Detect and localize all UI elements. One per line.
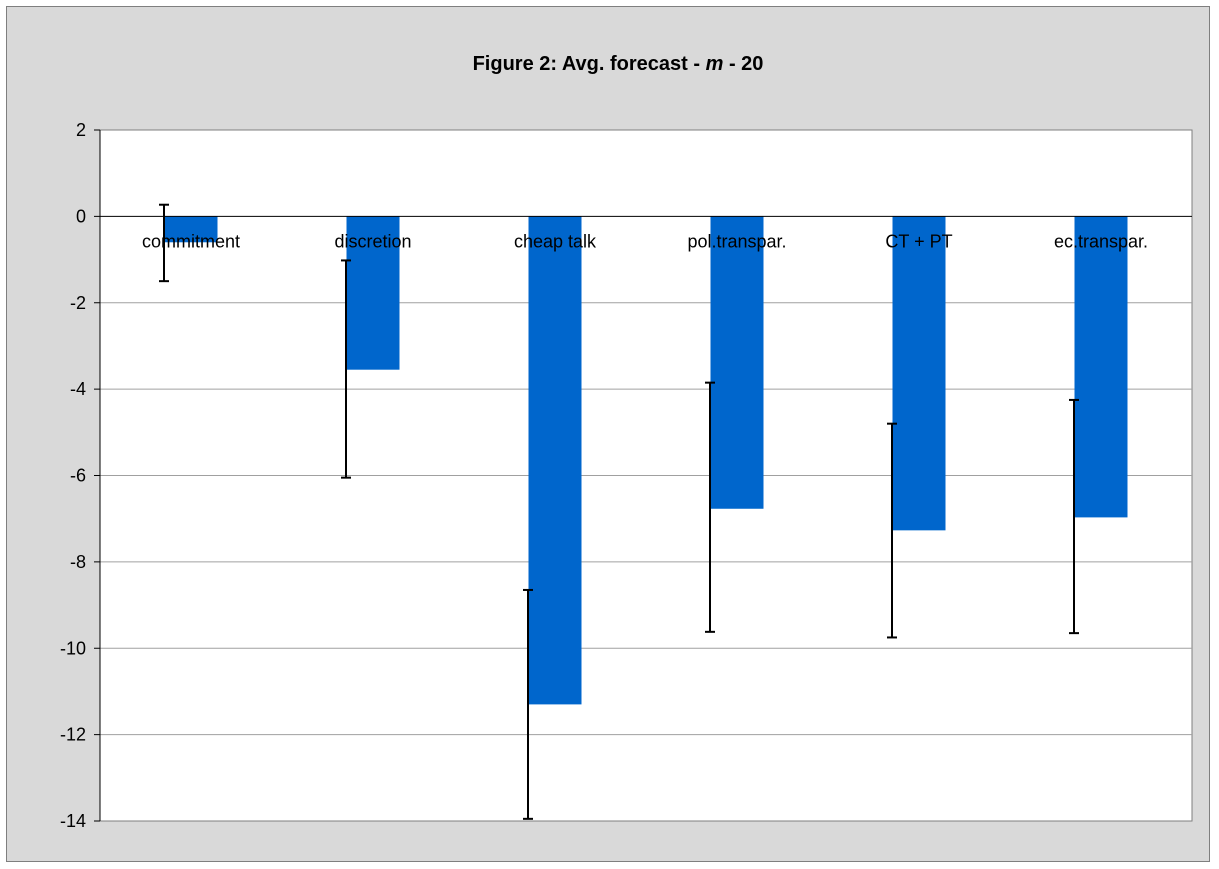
bar bbox=[164, 216, 218, 243]
error-bars bbox=[159, 203, 1079, 820]
category-label: ec.transpar. bbox=[1054, 231, 1148, 251]
y-tick-label: -6 bbox=[70, 466, 86, 486]
category-label: discretion bbox=[334, 231, 411, 251]
y-tick-label: -10 bbox=[60, 638, 86, 658]
gridlines bbox=[100, 302, 1192, 736]
bar bbox=[346, 216, 400, 370]
category-label: pol.transpar. bbox=[687, 231, 786, 251]
axes bbox=[94, 129, 1192, 822]
bar bbox=[710, 216, 764, 509]
bars bbox=[164, 216, 1128, 705]
labels: 2 0 -2 -4 -6 -8 -10 -12 -14 commitment discretion c… bbox=[60, 120, 1148, 831]
chart-title: Figure 2: Avg. forecast - m - 20 bbox=[473, 53, 764, 75]
y-tick-label: -2 bbox=[70, 293, 86, 313]
category-label: commitment bbox=[142, 231, 240, 251]
category-label: cheap talk bbox=[514, 231, 597, 251]
y-tick-label: -8 bbox=[70, 552, 86, 572]
y-tick-label: -14 bbox=[60, 811, 86, 831]
category-label: CT + PT bbox=[885, 231, 952, 251]
y-tick-label: -12 bbox=[60, 725, 86, 745]
bar bbox=[892, 216, 946, 531]
y-tick-label: -4 bbox=[70, 379, 86, 399]
bar bbox=[528, 216, 582, 705]
bar bbox=[1074, 216, 1128, 518]
y-tick-label: 0 bbox=[76, 206, 86, 226]
y-tick-label: 2 bbox=[76, 120, 86, 140]
